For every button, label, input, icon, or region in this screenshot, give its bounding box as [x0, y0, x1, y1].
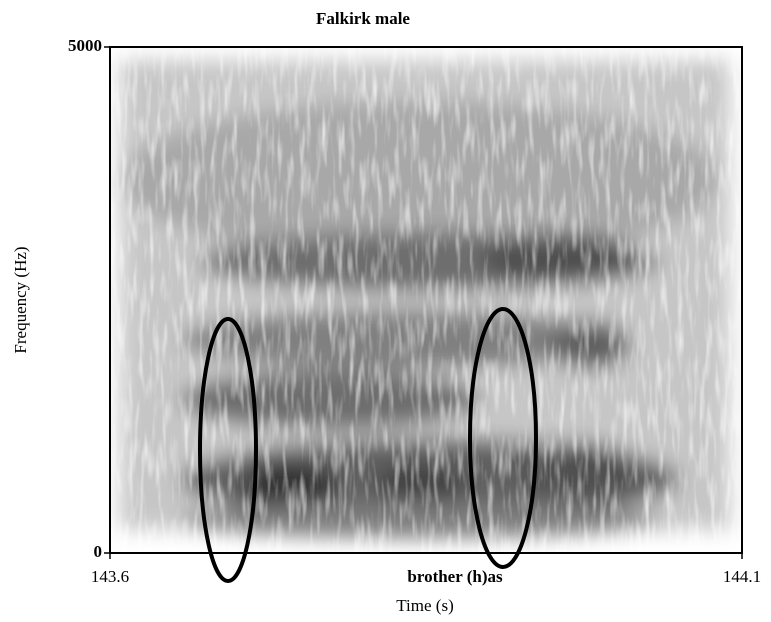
- x-axis-label: Time (s): [396, 596, 453, 615]
- spectrogram-image: [110, 47, 742, 553]
- x-tick-label: 143.6: [91, 567, 129, 586]
- x-tick-label: 144.1: [723, 567, 761, 586]
- y-tick-label: 5000: [68, 36, 102, 55]
- chart-title: Falkirk male: [316, 9, 410, 28]
- y-axis-label: Frequency (Hz): [11, 246, 30, 353]
- chart: Falkirk male brother (h)as Time (s) Freq…: [0, 0, 771, 622]
- annotation: brother (h)as: [407, 567, 503, 586]
- y-tick-label: 0: [94, 542, 103, 561]
